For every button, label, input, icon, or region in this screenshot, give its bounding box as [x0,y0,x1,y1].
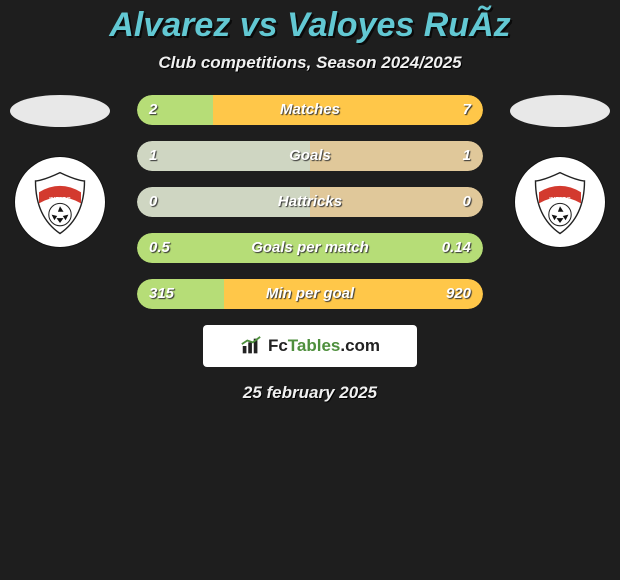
stat-row: 27Matches [137,95,483,125]
page-subtitle: Club competitions, Season 2024/2025 [0,53,620,73]
stat-row: 0.50.14Goals per match [137,233,483,263]
stat-label: Matches [137,95,483,125]
club-logo-icon: INDIOS [525,167,595,237]
right-player-column: INDIOS [510,95,610,247]
right-club-badge: INDIOS [515,157,605,247]
stat-label: Hattricks [137,187,483,217]
date-label: 25 february 2025 [0,383,620,403]
brand-prefix: Fc [268,336,288,355]
brand-main: Tables [288,336,341,355]
stat-label: Goals [137,141,483,171]
chart-icon [240,335,262,357]
stat-row: 00Hattricks [137,187,483,217]
right-flag-icon [510,95,610,127]
columns: INDIOS INDIOS [0,95,620,309]
stat-rows: 27Matches 11Goals 00Hattricks 0.50.14Goals … [137,95,483,309]
left-player-column: INDIOS [10,95,110,247]
brand-badge[interactable]: FcTables.com [203,325,417,367]
left-flag-icon [10,95,110,127]
left-club-badge: INDIOS [15,157,105,247]
page-title: Alvarez vs Valoyes RuÃ­z [0,0,620,45]
brand-text: FcTables.com [268,336,380,356]
stat-row: 11Goals [137,141,483,171]
stat-label: Goals per match [137,233,483,263]
brand-suffix: .com [340,336,380,355]
comparison-card: Alvarez vs Valoyes RuÃ­z Club competitio… [0,0,620,580]
svg-text:INDIOS: INDIOS [549,196,571,203]
stat-label: Min per goal [137,279,483,309]
svg-text:INDIOS: INDIOS [49,196,71,203]
stat-row: 315920Min per goal [137,279,483,309]
club-logo-icon: INDIOS [25,167,95,237]
